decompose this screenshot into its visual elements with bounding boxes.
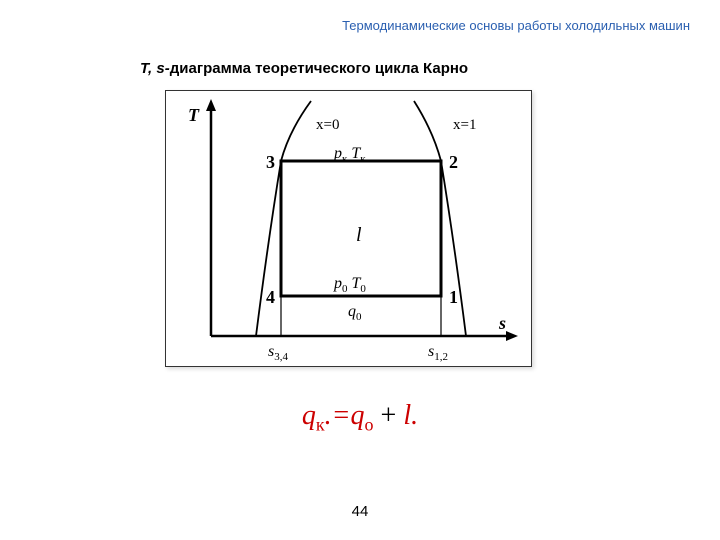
slide-header: Термодинамические основы работы холодиль… [342,18,690,33]
label-l: l [356,224,362,246]
sat-label-x1: x=1 [453,117,476,133]
eq-qk: qк.=qо [302,400,381,431]
eq-plus: + [381,400,404,431]
title-italic-prefix: T, s- [140,60,170,77]
ts-diagram-svg: T s x=0 x=1 3 2 4 1 pк Tк l p0 T0 q0 [166,91,531,366]
axes [206,99,518,341]
axis-label-s: s [498,313,506,333]
equation: qк.=qо + l. [0,400,720,436]
slide-title: T, s-диаграмма теоретического цикла Карн… [140,60,468,77]
label-p0-T0: p0 T0 [333,275,366,295]
corner-1: 1 [449,287,458,307]
label-s34: s3,4 [268,343,288,363]
page-number: 44 [0,503,720,520]
label-q0: q0 [348,303,362,323]
corner-3: 3 [266,152,275,172]
sat-label-x0: x=0 [316,117,339,133]
ts-diagram: T s x=0 x=1 3 2 4 1 pк Tк l p0 T0 q0 [165,90,532,367]
title-rest: диаграмма теоретического цикла Карно [170,60,468,77]
corner-2: 2 [449,152,458,172]
label-s12: s1,2 [428,343,448,363]
axis-label-T: T [188,105,200,125]
sat-curve-left [256,101,311,336]
corner-4: 4 [266,287,275,307]
eq-l: l. [403,400,418,431]
